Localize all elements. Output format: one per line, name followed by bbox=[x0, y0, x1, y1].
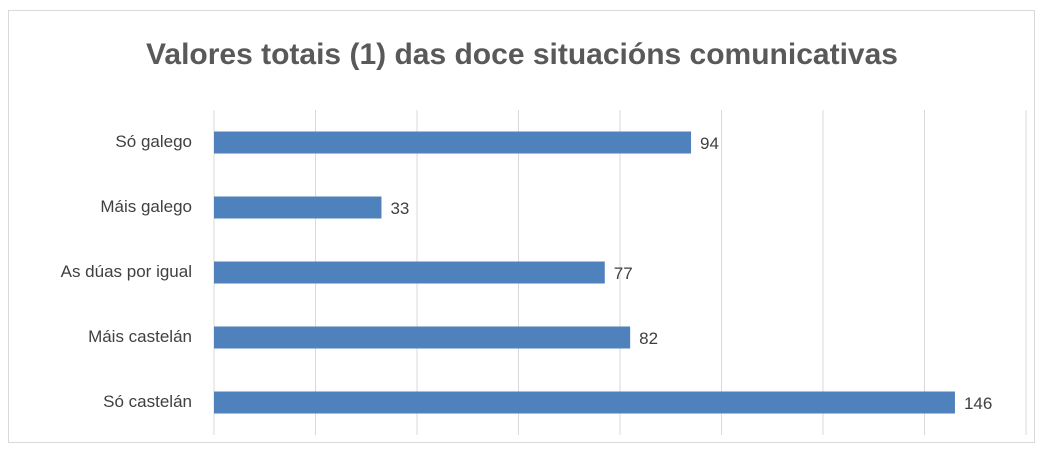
data-label: 33 bbox=[390, 199, 409, 218]
bar bbox=[214, 391, 955, 414]
y-tick-label: Só galego bbox=[115, 132, 192, 151]
chart-title: Valores totais (1) das doce situacións c… bbox=[146, 38, 898, 71]
data-label: 94 bbox=[700, 134, 719, 153]
data-label: 146 bbox=[964, 394, 992, 413]
chart-border bbox=[8, 10, 1035, 443]
bar bbox=[214, 131, 692, 154]
data-label: 77 bbox=[614, 264, 633, 283]
bar bbox=[214, 261, 605, 284]
y-tick-label: Só castelán bbox=[103, 392, 192, 411]
y-tick-label: Máis castelán bbox=[88, 327, 192, 346]
data-label: 82 bbox=[639, 329, 658, 348]
bar bbox=[214, 326, 631, 349]
y-tick-label: As dúas por igual bbox=[61, 262, 192, 281]
bar bbox=[214, 196, 382, 219]
y-tick-label: Máis galego bbox=[100, 197, 192, 216]
